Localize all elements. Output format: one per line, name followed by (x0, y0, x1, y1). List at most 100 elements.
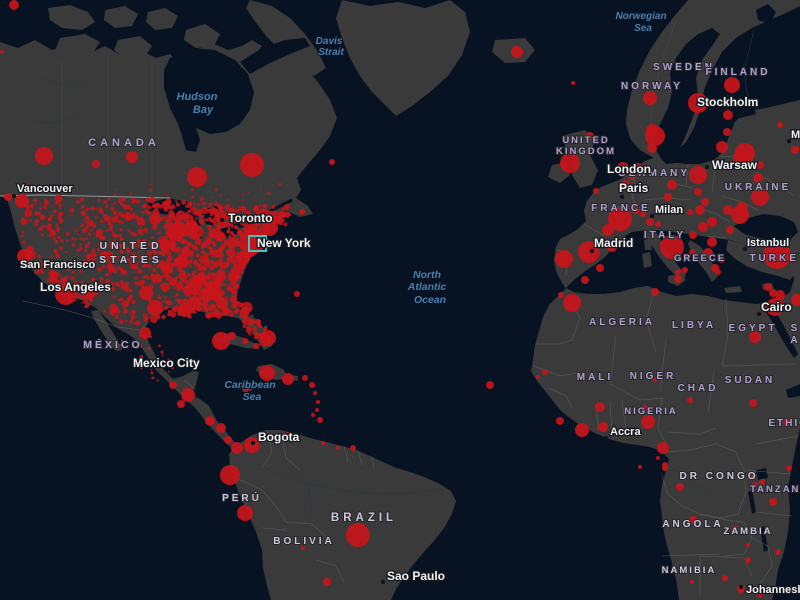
case-dot[interactable] (45, 200, 48, 203)
case-dot[interactable] (100, 219, 104, 223)
case-bubble[interactable] (55, 283, 77, 305)
case-dot[interactable] (84, 243, 90, 249)
case-dot[interactable] (152, 224, 158, 230)
case-bubble[interactable] (749, 331, 761, 343)
case-bubble[interactable] (722, 575, 728, 581)
case-dot[interactable] (137, 228, 143, 234)
case-dot[interactable] (166, 251, 172, 257)
case-bubble[interactable] (667, 180, 677, 190)
case-dot[interactable] (122, 204, 129, 210)
case-dot[interactable] (75, 299, 78, 302)
case-dot[interactable] (132, 254, 137, 259)
case-bubble[interactable] (37, 267, 43, 273)
case-bubble[interactable] (664, 193, 672, 201)
case-dot[interactable] (89, 228, 93, 232)
case-dot[interactable] (47, 217, 53, 222)
case-bubble[interactable] (676, 483, 684, 491)
case-dot[interactable] (243, 315, 248, 321)
case-dot[interactable] (77, 233, 79, 235)
case-dot[interactable] (125, 285, 130, 290)
case-dot[interactable] (78, 269, 82, 273)
case-dot[interactable] (58, 207, 61, 210)
case-dot[interactable] (227, 226, 231, 230)
case-dot[interactable] (142, 275, 146, 279)
case-dot[interactable] (55, 252, 59, 256)
case-bubble[interactable] (598, 422, 608, 432)
case-bubble[interactable] (759, 479, 765, 485)
case-bubble[interactable] (4, 193, 12, 201)
case-dot[interactable] (52, 209, 57, 214)
case-dot[interactable] (200, 215, 203, 218)
case-dot[interactable] (101, 236, 106, 241)
case-dot[interactable] (233, 225, 238, 230)
case-bubble[interactable] (556, 417, 564, 425)
case-dot[interactable] (52, 248, 57, 253)
case-dot[interactable] (85, 207, 89, 212)
case-dot[interactable] (54, 239, 59, 244)
case-dot[interactable] (207, 275, 212, 280)
case-dot[interactable] (80, 223, 85, 227)
case-dot[interactable] (83, 299, 88, 305)
case-dot[interactable] (225, 224, 228, 227)
case-dot[interactable] (129, 320, 133, 324)
case-dot[interactable] (128, 249, 131, 252)
case-dot[interactable] (137, 320, 140, 323)
case-bubble[interactable] (674, 275, 682, 283)
case-dot[interactable] (76, 200, 80, 204)
case-dot[interactable] (132, 271, 135, 274)
case-bubble[interactable] (536, 375, 540, 379)
case-dot[interactable] (113, 257, 117, 261)
case-dot[interactable] (128, 257, 132, 260)
case-dot[interactable] (158, 232, 161, 235)
case-dot[interactable] (165, 193, 168, 196)
case-dot[interactable] (248, 332, 252, 336)
case-dot[interactable] (204, 246, 207, 248)
case-bubble[interactable] (323, 578, 331, 586)
case-dot[interactable] (97, 243, 101, 246)
case-dot[interactable] (240, 307, 247, 315)
case-dot[interactable] (128, 288, 133, 293)
case-dot[interactable] (216, 210, 227, 221)
case-dot[interactable] (175, 200, 178, 203)
case-dot[interactable] (39, 214, 46, 221)
case-dot[interactable] (190, 188, 194, 192)
case-dot[interactable] (112, 210, 118, 215)
case-dot[interactable] (241, 199, 244, 202)
case-dot[interactable] (120, 281, 124, 285)
case-dot[interactable] (139, 355, 144, 360)
case-dot[interactable] (242, 226, 246, 230)
case-dot[interactable] (202, 201, 206, 206)
case-dot[interactable] (136, 199, 140, 204)
case-dot[interactable] (28, 219, 32, 222)
case-dot[interactable] (79, 243, 82, 246)
case-dot[interactable] (124, 213, 133, 222)
case-bubble[interactable] (279, 212, 285, 218)
case-dot[interactable] (186, 241, 192, 248)
case-bubble[interactable] (205, 416, 215, 426)
case-dot[interactable] (235, 237, 239, 241)
case-dot[interactable] (111, 253, 114, 256)
case-dot[interactable] (68, 261, 71, 264)
case-bubble[interactable] (783, 418, 791, 426)
case-dot[interactable] (34, 211, 39, 216)
case-bubble[interactable] (723, 110, 733, 120)
case-dot[interactable] (80, 206, 83, 209)
case-bubble[interactable] (620, 180, 630, 190)
case-dot[interactable] (33, 198, 37, 203)
case-dot[interactable] (50, 205, 53, 208)
case-dot[interactable] (190, 258, 193, 261)
case-dot[interactable] (57, 236, 61, 240)
case-dot[interactable] (200, 206, 209, 215)
case-dot[interactable] (132, 264, 139, 270)
case-dot[interactable] (41, 271, 45, 274)
case-dot[interactable] (151, 359, 154, 362)
case-dot[interactable] (165, 200, 170, 206)
case-dot[interactable] (84, 304, 89, 309)
case-dot[interactable] (24, 208, 33, 217)
case-dot[interactable] (229, 296, 232, 299)
case-bubble[interactable] (707, 237, 717, 247)
case-dot[interactable] (164, 235, 168, 240)
case-dot[interactable] (227, 284, 232, 290)
case-bubble[interactable] (80, 284, 96, 300)
case-dot[interactable] (74, 229, 78, 233)
